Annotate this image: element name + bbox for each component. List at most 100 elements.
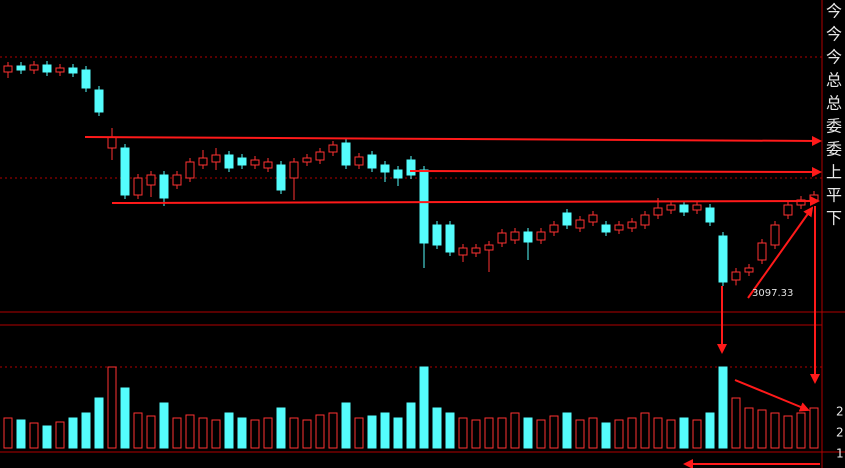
candle-body (16, 65, 26, 71)
volume-side-label: 2 (836, 426, 844, 440)
low-annotation: 3097.33 (752, 288, 793, 299)
candle-body (263, 161, 273, 169)
candle-body (315, 151, 325, 161)
candle-body (302, 157, 312, 163)
candle-body (783, 204, 793, 216)
marks (3, 61, 819, 449)
candle-body (458, 247, 468, 256)
volume-bar (809, 407, 819, 449)
volume-bar (107, 366, 117, 449)
volume-bar (3, 417, 13, 449)
volume-bar (198, 417, 208, 449)
candle-body (588, 214, 598, 223)
side-label: 平 (826, 186, 842, 205)
candle-body (705, 207, 715, 223)
candle-body (224, 154, 234, 169)
volume-bar (133, 412, 143, 449)
volume-bar (393, 417, 403, 449)
volume-side-label: 1 (836, 447, 844, 461)
candle-body (42, 64, 52, 73)
volume-bar (276, 407, 286, 449)
side-label: 今 (826, 2, 842, 21)
volume-side-label: 2 (836, 405, 844, 419)
candle-body (289, 161, 299, 179)
candle-body (445, 224, 455, 253)
volume-bar (29, 422, 39, 449)
candle-body (172, 174, 182, 186)
drawn-lines (84, 135, 822, 468)
candle-body (328, 144, 338, 153)
candle-body (575, 219, 585, 229)
drawn-arrow (747, 206, 814, 299)
candle-body (523, 231, 533, 243)
volume-bar (237, 417, 247, 449)
candle-body (341, 142, 351, 166)
volume-bar (653, 417, 663, 449)
volume-bar (458, 417, 468, 449)
volume-bar (380, 412, 390, 449)
volume-bar (224, 412, 234, 449)
volume-bar (406, 402, 416, 449)
side-label: 上 (826, 163, 842, 182)
candle-body (653, 207, 663, 216)
volume-bar (718, 366, 728, 449)
volume-bar (757, 409, 767, 449)
candle-body (744, 267, 754, 273)
candle-body (354, 156, 364, 166)
candle-body (627, 221, 637, 229)
candle-body (406, 159, 416, 176)
drawn-arrow (111, 196, 820, 207)
volume-bar (731, 397, 741, 449)
volume-bar (471, 419, 481, 449)
side-label: 下 (826, 209, 842, 228)
volume-bar (796, 412, 806, 449)
volume-bar (419, 366, 429, 449)
volume-bar (315, 414, 325, 449)
volume-bar (614, 419, 624, 449)
volume-bar (575, 419, 585, 449)
volume-bar (432, 407, 442, 449)
candle-body (237, 157, 247, 166)
side-label: 委 (826, 117, 842, 136)
volume-bar (289, 417, 299, 449)
candle-body (809, 194, 819, 201)
candle-body (185, 161, 195, 179)
side-label: 总 (826, 71, 842, 90)
side-label: 今 (826, 48, 842, 67)
volume-bar (523, 417, 533, 449)
candle-body (146, 174, 156, 186)
volume-bar (705, 412, 715, 449)
volume-bar (692, 419, 702, 449)
candle-body (3, 65, 13, 73)
candle-body (510, 231, 520, 241)
volume-bar (601, 422, 611, 449)
side-label: 委 (826, 140, 842, 159)
volume-bar (211, 419, 221, 449)
candle-body (692, 204, 702, 211)
candle-body (757, 242, 767, 261)
volume-bar (510, 412, 520, 449)
candle-body (731, 271, 741, 281)
candle-body (120, 147, 130, 196)
volume-bar (172, 417, 182, 449)
candle-body (94, 89, 104, 113)
volume-bar (81, 412, 91, 449)
candle-body (380, 164, 390, 173)
candle-body (276, 164, 286, 191)
volume-bar (263, 417, 273, 449)
candle-body (666, 204, 676, 211)
candle-body (640, 214, 650, 226)
drawn-arrow (734, 379, 810, 412)
volume-bar (679, 417, 689, 449)
volume-bar (744, 407, 754, 449)
candle-body (159, 174, 169, 199)
candle-body (393, 169, 403, 179)
volume-bar (354, 417, 364, 449)
candle-body (601, 224, 611, 233)
volume-bar (562, 412, 572, 449)
candle-body (562, 212, 572, 226)
volume-bar (146, 415, 156, 449)
volume-bar (250, 419, 260, 449)
candle-body (497, 232, 507, 244)
